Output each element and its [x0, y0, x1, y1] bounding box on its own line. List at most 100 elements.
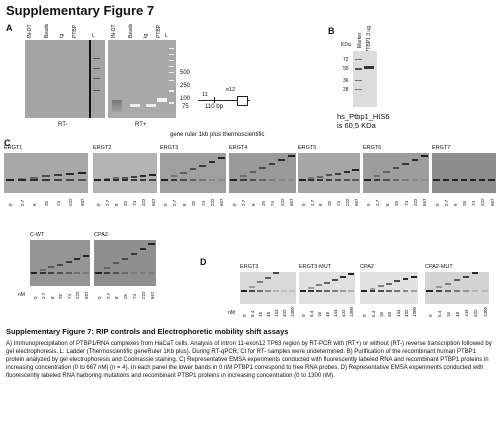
concentration-label: 74: [403, 200, 409, 206]
lane-label: IN-OT: [111, 24, 117, 38]
exon1-label: 11: [202, 92, 208, 98]
gel-name: ERGT2: [93, 145, 112, 151]
concentration-label: 0: [362, 314, 368, 317]
free-probe-band: [140, 179, 147, 181]
emsa-gel: [94, 240, 156, 286]
concentration-label: 144: [464, 309, 470, 317]
gel-name: CPA2-MUT: [425, 264, 453, 270]
emsa-gel: [93, 153, 157, 193]
free-probe-band: [230, 179, 238, 181]
gel-name: CPA2: [360, 264, 374, 270]
concentration-label: 2.7: [375, 199, 381, 206]
concentration-label: 8: [49, 296, 55, 299]
shifted-complex-band: [140, 175, 147, 177]
free-probe-band: [281, 290, 287, 292]
free-probe-band: [39, 272, 46, 274]
shifted-complex-band: [77, 171, 87, 174]
concentration-label: 667: [150, 198, 156, 206]
free-probe-band: [104, 272, 111, 274]
concentration-label: 144: [395, 309, 401, 317]
concentration-label: 8: [181, 203, 187, 206]
concentration-label: 8: [31, 203, 37, 206]
free-probe-band: [199, 179, 206, 181]
concentration-label: 74: [270, 200, 276, 206]
gel-name: ERGT3: [240, 264, 259, 270]
gel-name: ERGT4: [229, 145, 248, 151]
shifted-complex-band: [17, 177, 27, 180]
lane-label: Ig: [59, 33, 65, 38]
concentration-label: 2.7: [172, 199, 178, 206]
free-probe-band: [343, 179, 350, 181]
free-probe-band: [289, 290, 295, 292]
free-probe-band: [364, 179, 371, 181]
concentration-label: 1300: [290, 306, 296, 317]
shifted-complex-band: [369, 287, 376, 290]
shifted-complex-band: [240, 175, 247, 177]
lane-label: L: [165, 33, 168, 39]
free-probe-band: [340, 290, 346, 292]
free-probe-band: [435, 290, 442, 292]
ladder-size: 250: [180, 83, 191, 89]
shifted-complex-band: [130, 175, 138, 178]
concentration-label: 0: [427, 314, 433, 317]
concentration-label: 48: [266, 311, 272, 317]
free-probe-band: [386, 290, 392, 292]
free-probe-band: [65, 272, 72, 274]
shifted-complex-band: [453, 279, 461, 282]
concentration-label: 0: [162, 203, 168, 206]
gel-name: ERGT5: [298, 145, 317, 151]
shifted-complex-band: [82, 255, 89, 258]
concentration-label: 25: [58, 293, 64, 299]
concentration-label: 8: [251, 203, 256, 206]
shifted-complex-band: [383, 171, 390, 173]
shifted-complex-band: [334, 172, 341, 175]
marker-kda: 55: [343, 66, 349, 72]
concentration-label: 16: [446, 311, 452, 317]
shifted-complex-band: [208, 161, 216, 163]
shifted-complex-band: [316, 284, 322, 287]
caption-title: Supplementary Figure 7: RIP controls and…: [6, 327, 289, 336]
concentration-label: 222: [75, 291, 81, 299]
panel-d-label: D: [200, 257, 207, 267]
concentration-label: 8: [318, 203, 324, 206]
concentration-label: 74: [55, 200, 61, 206]
free-probe-band: [57, 272, 63, 274]
concentration-label: 74: [200, 200, 206, 206]
free-probe-band: [189, 179, 197, 181]
shifted-complex-band: [402, 278, 409, 280]
free-probe-band: [48, 272, 55, 274]
concentration-label: 74: [132, 200, 138, 206]
free-probe-band: [31, 272, 38, 274]
concentration-label: 0: [95, 203, 101, 206]
gel-name: ERGT7: [432, 145, 451, 151]
free-probe-band: [265, 290, 271, 292]
gel-name: ERGT3-MUT: [299, 264, 332, 270]
shifted-complex-band: [410, 275, 417, 278]
exon-box: [237, 96, 248, 106]
free-probe-band: [103, 179, 110, 181]
figure-title: Supplementary Figure 7: [6, 3, 155, 18]
emsa-gel: [432, 153, 496, 193]
kda-label: KDa: [341, 42, 351, 48]
concentration-label: 432: [282, 309, 288, 317]
shifted-complex-band: [435, 286, 442, 289]
panel-b-coomassie-gel: [353, 51, 377, 107]
shifted-complex-band: [472, 272, 479, 274]
free-probe-band: [481, 290, 488, 292]
concentration-label: 25: [43, 200, 49, 206]
concentration-label: 0: [242, 314, 248, 317]
concentration-label: 8: [384, 203, 390, 206]
concentration-label: 8: [453, 203, 459, 206]
gel-name: C-WT: [30, 232, 45, 238]
shifted-complex-band: [39, 269, 46, 272]
free-probe-band: [240, 179, 247, 181]
shifted-complex-band: [332, 278, 338, 281]
emsa-gel: [299, 272, 355, 304]
concentration-label: 48: [455, 311, 461, 317]
lane-label: Beads: [128, 23, 134, 38]
shifted-complex-band: [104, 267, 111, 270]
nm-label: nM: [228, 310, 235, 316]
shifted-complex-band: [41, 175, 51, 178]
concentration-label: 2.7: [41, 292, 47, 299]
free-probe-band: [317, 179, 324, 181]
